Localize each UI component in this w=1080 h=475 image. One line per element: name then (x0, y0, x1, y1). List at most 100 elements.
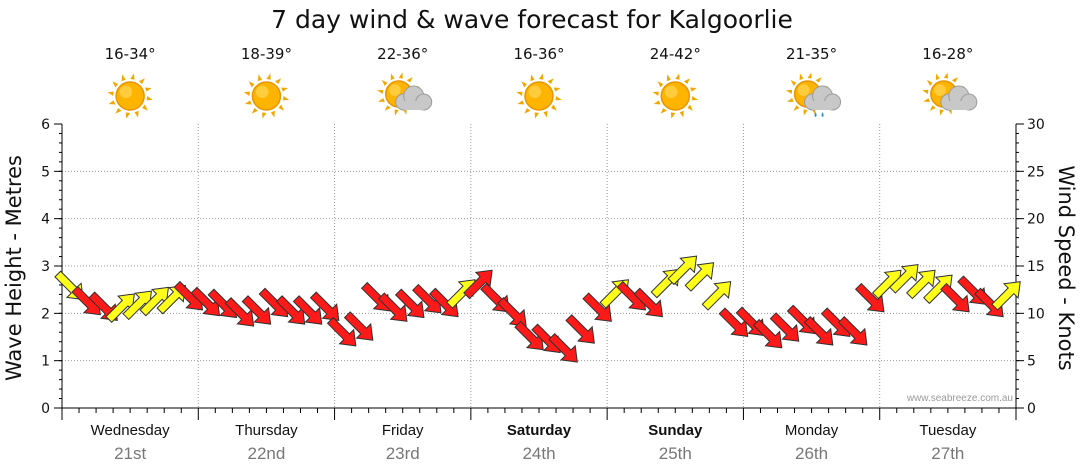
sun-ray (281, 87, 289, 92)
day-name: Wednesday (91, 422, 170, 439)
sun-ray (144, 87, 152, 92)
sun-ray (786, 98, 794, 102)
sun-ray (803, 109, 808, 116)
sun-ray (670, 112, 676, 119)
day-temperature: 22-36° (377, 45, 428, 63)
day-temperature: 24-42° (650, 45, 701, 63)
wind-arrow (548, 333, 578, 363)
wind-arrow (769, 312, 800, 342)
sunny-icon (652, 73, 698, 119)
wind-arrow (565, 314, 595, 344)
wind-arrow-shape (837, 316, 868, 346)
wind-arrow-shape (752, 318, 783, 349)
day-name: Friday (382, 422, 424, 439)
wind-arrow (889, 264, 919, 294)
sun-ray (691, 96, 698, 101)
sun-ray (107, 91, 114, 96)
left-tick-label: 6 (41, 117, 50, 133)
day-temperature: 16-28° (922, 45, 973, 63)
right-tick-label: 10 (1027, 306, 1045, 322)
sun-ray (274, 78, 282, 84)
sun-highlight (388, 84, 401, 96)
sun-ray (687, 104, 693, 111)
day-date: 22nd (248, 444, 286, 463)
cloud-base (403, 101, 424, 110)
wind-arrow-shape (991, 281, 1021, 311)
right-tick-label: 5 (1027, 354, 1036, 370)
sun-ray (146, 96, 153, 101)
sun-ray (683, 78, 690, 84)
sun-ray (251, 108, 258, 114)
day-date: 24th (522, 444, 555, 463)
sun-ray (248, 81, 255, 88)
sun-ray (398, 72, 403, 79)
wind-arrow (343, 311, 374, 341)
left-tick-label: 3 (41, 259, 50, 275)
wind-arrow-shape (360, 281, 391, 312)
sun-ray (943, 72, 948, 79)
sun-ray (115, 108, 122, 114)
sun-ray (555, 96, 562, 101)
sun-ray (785, 89, 793, 94)
wind-arrow (156, 284, 187, 315)
sun-ray (652, 91, 659, 96)
sun-ray (935, 73, 940, 81)
chart-axes: 0 1 2 3 4 5 6 0 5 10 15 20 25 30 (41, 117, 1045, 420)
sunny-icon (516, 73, 562, 119)
day-date: 27th (931, 444, 964, 463)
sun-ray (121, 74, 126, 82)
wind-arrow (667, 255, 698, 286)
wind-arrow-shape (803, 316, 834, 346)
wind-arrow-shape (548, 333, 578, 363)
sun-highlight (934, 84, 946, 96)
day-date: 26th (795, 444, 828, 463)
sun-ray (270, 110, 275, 118)
day-name: Tuesday (919, 422, 976, 439)
sun-ray (278, 104, 285, 111)
sun-ray (790, 79, 797, 86)
wind-arrow-shape (701, 281, 732, 311)
wind-arrow-shape (497, 297, 527, 327)
day-name: Saturday (507, 422, 572, 439)
wind-arrow-shape (309, 291, 340, 322)
sun-ray (793, 105, 800, 111)
sun-ray (679, 110, 684, 118)
wind-arrow-shape (684, 262, 715, 292)
watermark: www.seabreeze.com.au (906, 393, 1013, 404)
day-temperature: 18-39° (241, 45, 292, 63)
wind-arrows (54, 255, 1021, 363)
left-tick-label: 1 (41, 354, 50, 370)
right-tick-label: 15 (1027, 259, 1045, 275)
sun-ray (138, 78, 145, 84)
day-name: Monday (785, 422, 839, 439)
sun-ray (815, 77, 822, 83)
sun-ray (244, 100, 252, 105)
wind-arrow (394, 288, 425, 319)
sun-ray (516, 91, 523, 96)
sun-ray (381, 79, 388, 86)
left-tick-label: 2 (41, 306, 50, 322)
partly-cloudy-icon (922, 72, 978, 116)
shower-icon (785, 72, 842, 117)
sun-ray (524, 108, 531, 114)
wind-arrow-shape (343, 311, 374, 341)
cloud-base (948, 101, 969, 110)
day-temperature: 16-34° (105, 45, 156, 63)
wind-arrow-shape (292, 295, 323, 325)
sun-highlight (797, 84, 810, 96)
sun-highlight (119, 85, 133, 99)
wind-arrow-shape (906, 269, 936, 300)
grid-lines (62, 124, 1016, 408)
wind-arrow (326, 316, 357, 347)
sun-ray (530, 74, 535, 82)
sun-highlight (255, 85, 269, 99)
right-axis-label: Wind Speed - Knots (1054, 165, 1078, 370)
right-tick-label: 25 (1027, 164, 1045, 180)
sun-ray (551, 104, 557, 111)
sun-ray (134, 110, 139, 118)
day-date: 25th (659, 444, 692, 463)
sun-ray (929, 105, 936, 111)
wind-arrow-shape (394, 288, 425, 319)
